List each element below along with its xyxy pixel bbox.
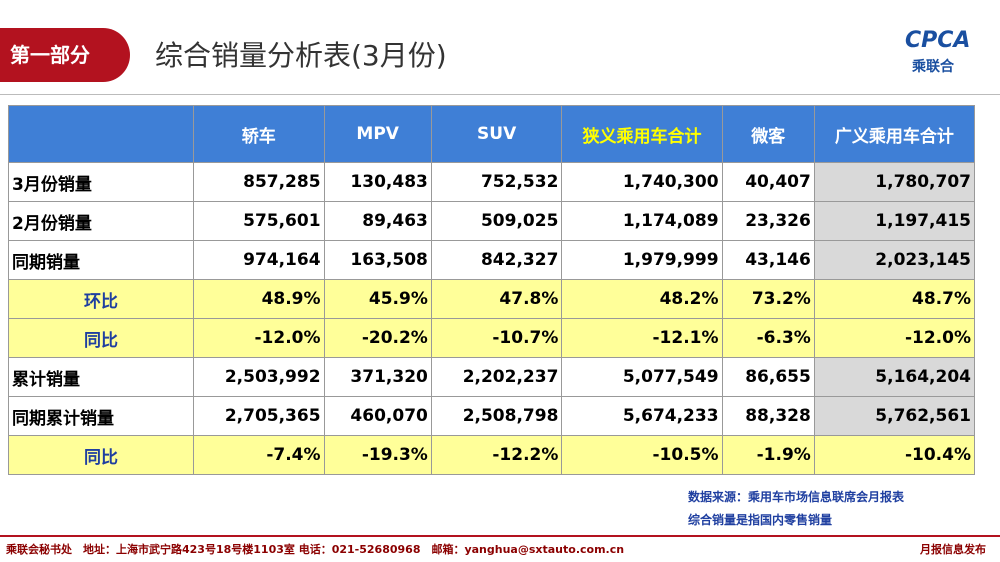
logo-sub: 乘联合 — [912, 59, 954, 75]
cell: 575,601 — [193, 201, 325, 241]
row-label: 同期销量 — [8, 240, 194, 280]
cell: 45.9% — [323, 279, 432, 319]
cell: -12.2% — [430, 435, 563, 475]
cell: 974,164 — [193, 240, 325, 280]
cell: 1,197,415 — [813, 201, 976, 241]
row: 环比 48.9% 45.9% 47.8% 48.2% 73.2% 48.7% — [8, 279, 976, 319]
row-label: 2月份销量 — [8, 201, 194, 241]
cell: -20.2% — [323, 318, 432, 358]
cell: 2,705,365 — [193, 396, 325, 436]
cell: 752,532 — [430, 162, 563, 202]
cell: 1,174,089 — [561, 201, 723, 241]
header-cell: MPV — [323, 105, 432, 163]
row-label: 同比 — [8, 435, 194, 475]
cell: -12.1% — [561, 318, 723, 358]
cell: 163,508 — [323, 240, 432, 280]
footer: 乘联会秘书处 地址：上海市武宁路423号18号楼1103室 电话：021-526… — [6, 543, 625, 556]
row: 同比 -12.0% -20.2% -10.7% -12.1% -6.3% -12.0% — [8, 318, 976, 358]
header-cell: 广义乘用车合计 — [813, 105, 976, 163]
cell: 2,202,237 — [430, 357, 563, 397]
cell: 40,407 — [721, 162, 815, 202]
cell: -7.4% — [193, 435, 325, 475]
cell: 89,463 — [323, 201, 432, 241]
header-cell: 轿车 — [193, 105, 325, 163]
cell: -12.0% — [813, 318, 976, 358]
cell: 371,320 — [323, 357, 432, 397]
header-cell: SUV — [430, 105, 563, 163]
cell: 460,070 — [323, 396, 432, 436]
row: 同期销量 974,164 163,508 842,327 1,979,999 43,146… — [8, 240, 976, 280]
cell: 48.2% — [561, 279, 723, 319]
cell: 43,146 — [721, 240, 815, 280]
cell: 130,483 — [323, 162, 432, 202]
row-label: 同期累计销量 — [8, 396, 194, 436]
cell: 47.8% — [430, 279, 563, 319]
cell: 5,762,561 — [813, 396, 976, 436]
cell: 1,780,707 — [813, 162, 976, 202]
row: 同比 -7.4% -19.3% -12.2% -10.5% -1.9% -10.4% — [8, 435, 976, 475]
cell: -6.3% — [721, 318, 815, 358]
cell: 48.7% — [813, 279, 976, 319]
cell: 1,979,999 — [561, 240, 723, 280]
footer-line — [0, 535, 1000, 537]
header-cell: 微客 — [721, 105, 815, 163]
cell: 5,674,233 — [561, 396, 723, 436]
header-cell: 狭义乘用车合计 — [561, 105, 723, 163]
cell: -10.4% — [813, 435, 976, 475]
cell: 842,327 — [430, 240, 563, 280]
cell: 48.9% — [193, 279, 325, 319]
row: 3月份销量 857,285 130,483 752,532 1,740,300 40,40… — [8, 162, 976, 202]
cell: 5,164,204 — [813, 357, 976, 397]
row: 同期累计销量 2,705,365 460,070 2,508,798 5,674,233… — [8, 396, 976, 436]
logo: CPCA — [905, 28, 971, 53]
footer-right: 月报信息发布 — [920, 543, 986, 556]
cell: -1.9% — [721, 435, 815, 475]
header-cell — [8, 105, 194, 163]
note: 综合销量是指国内零售销量 — [688, 513, 833, 527]
row-label: 环比 — [8, 279, 194, 319]
note: 数据来源：乘用车市场信息联席会月报表 — [688, 490, 905, 504]
cell: 2,503,992 — [193, 357, 325, 397]
cell: 73.2% — [721, 279, 815, 319]
section-tab: 第一部分 — [0, 28, 130, 82]
cell: -12.0% — [193, 318, 325, 358]
cell: -10.7% — [430, 318, 563, 358]
row: 累计销量 2,503,992 371,320 2,202,237 5,077,549 86… — [8, 357, 976, 397]
cell: 2,508,798 — [430, 396, 563, 436]
cell: 5,077,549 — [561, 357, 723, 397]
divider — [0, 94, 1000, 95]
table: 轿车 MPV SUV 狭义乘用车合计 微客 广义乘用车合计 3月份销量 857,285 130,… — [8, 105, 976, 475]
cell: 509,025 — [430, 201, 563, 241]
cell: 1,740,300 — [561, 162, 723, 202]
cell: -19.3% — [323, 435, 432, 475]
row-label: 3月份销量 — [8, 162, 194, 202]
cell: 88,328 — [721, 396, 815, 436]
cell: 857,285 — [193, 162, 325, 202]
cell: 2,023,145 — [813, 240, 976, 280]
header-row: 轿车 MPV SUV 狭义乘用车合计 微客 广义乘用车合计 — [8, 105, 976, 163]
cell: 23,326 — [721, 201, 815, 241]
cell: 86,655 — [721, 357, 815, 397]
cell: -10.5% — [561, 435, 723, 475]
row-label: 同比 — [8, 318, 194, 358]
row: 2月份销量 575,601 89,463 509,025 1,174,089 23,326… — [8, 201, 976, 241]
title: 综合销量分析表(3月份) — [155, 39, 447, 72]
row-label: 累计销量 — [8, 357, 194, 397]
